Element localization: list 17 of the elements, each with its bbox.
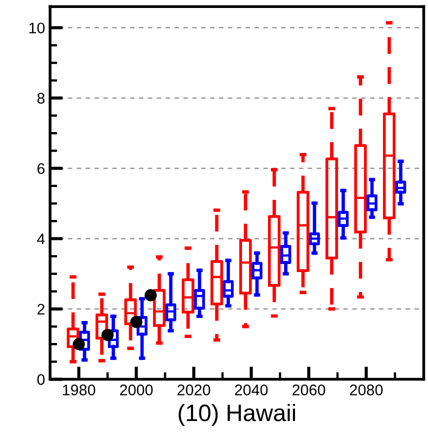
y-tick-label: 6: [37, 163, 45, 174]
y-tick-label: 8: [37, 92, 45, 104]
point: [130, 316, 142, 328]
y-tick-label: 2: [37, 304, 44, 314]
x-tick-label: 2000: [120, 384, 153, 396]
y-tick-label: 4: [37, 234, 45, 244]
y-tick-label: 0: [37, 374, 45, 385]
y-tick-label: 10: [29, 22, 45, 34]
x-tick-label: 1980: [62, 384, 96, 396]
point: [101, 328, 114, 342]
point: [72, 338, 85, 350]
x-tick-label: 2080: [350, 384, 383, 396]
point: [144, 289, 157, 302]
x-tick-label: 2060: [292, 384, 326, 396]
x-tick-label: 2020: [178, 384, 210, 396]
x-tick-label: 2040: [235, 384, 268, 396]
x-axis-title: (10) Hawaii: [178, 404, 296, 426]
